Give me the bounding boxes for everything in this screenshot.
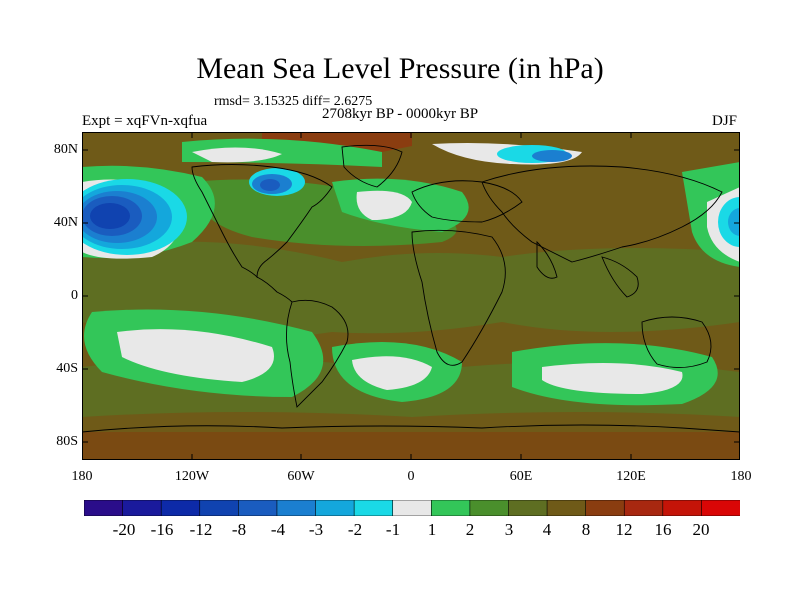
colorbar-swatch	[160, 500, 201, 516]
colorbar-swatch	[392, 500, 433, 516]
colorbar-swatch	[662, 500, 703, 516]
colorbar-label: -20	[112, 520, 136, 539]
colorbar-swatch	[276, 500, 317, 516]
lon-label-120e: 120E	[616, 469, 646, 484]
lat-label-eq: 0	[71, 288, 78, 303]
coast-europe	[411, 180, 523, 223]
colorbar-label: 8	[581, 520, 591, 539]
colorbar-label: 12	[615, 520, 633, 539]
lat-label-40s: 40S	[56, 361, 78, 376]
chart-title: Mean Sea Level Pressure (in hPa)	[196, 52, 604, 85]
colorbar-label: 20	[692, 520, 710, 539]
colorbar-swatch	[122, 500, 162, 516]
colorbar-swatch	[238, 500, 278, 516]
field-plus4-tropics	[82, 241, 740, 340]
coast-central-america	[256, 276, 293, 303]
lon-label-60w: 60W	[287, 469, 315, 484]
colorbar-label: 2	[465, 520, 475, 539]
colorbar-swatch	[701, 500, 740, 516]
coast-antarctica	[82, 424, 740, 433]
lon-label-120w: 120W	[174, 469, 210, 484]
field-near-zero-sind	[542, 363, 683, 394]
colorbar-label: 4	[542, 520, 552, 539]
field-near-zero-spac	[117, 329, 274, 382]
colorbar-swatch	[469, 500, 510, 516]
lon-label-60e: 60E	[509, 469, 533, 484]
lon-label-180w: 180	[71, 469, 93, 484]
colorbar-swatch	[585, 500, 626, 516]
coast-north-america	[191, 164, 333, 279]
low-hudson-m4	[260, 179, 280, 191]
pressure-anomaly-map	[82, 132, 740, 460]
coast-asia	[481, 165, 723, 263]
field-near-zero-arctic	[192, 147, 282, 163]
field-plus12-south	[82, 432, 740, 460]
colorbar-label: 3	[504, 520, 514, 539]
field-near-zero-satl	[352, 356, 432, 390]
colorbar-label: -16	[150, 520, 174, 539]
low-npac-m8	[90, 203, 130, 229]
low-siberia-m3	[532, 150, 572, 162]
field-plus4-atlantic	[192, 179, 457, 246]
coast-africa	[411, 229, 506, 366]
colorbar-swatch	[623, 500, 664, 516]
colorbar-label: -2	[347, 520, 363, 539]
experiment-label: Expt = xqFVn-xqfua	[82, 113, 208, 129]
season-label: DJF	[712, 113, 738, 129]
colorbar-swatch	[546, 500, 587, 516]
coast-india	[536, 240, 558, 279]
lon-label-0: 0	[407, 469, 415, 484]
period-text: 2708kyr BP - 0000kyr BP	[322, 106, 479, 122]
colorbar-label: -12	[189, 520, 213, 539]
lon-label-180e: 180	[730, 469, 752, 484]
colorbar-label: -3	[308, 520, 324, 539]
coast-se-asia	[601, 256, 639, 298]
coast-australia	[641, 316, 712, 368]
colorbar-label: -1	[385, 520, 401, 539]
colorbar-swatch	[84, 500, 124, 516]
colorbar-label: 16	[654, 520, 672, 539]
colorbar	[84, 500, 740, 516]
colorbar-swatch	[430, 500, 471, 516]
colorbar-swatch	[315, 500, 355, 516]
lat-label-40n: 40N	[53, 215, 78, 230]
coast-greenland	[341, 144, 403, 188]
coast-south-america	[286, 299, 349, 408]
colorbar-swatch	[199, 500, 240, 516]
colorbar-swatch	[508, 500, 548, 516]
low-npac-east-m3	[728, 208, 740, 236]
colorbar-label: -4	[270, 520, 286, 539]
colorbar-label: -8	[231, 520, 247, 539]
stats-text: rmsd= 3.15325 diff= 2.6275	[214, 94, 373, 109]
lat-label-80n: 80N	[53, 142, 78, 157]
colorbar-swatch	[353, 500, 394, 516]
colorbar-label: 1	[427, 520, 437, 539]
lat-label-80s: 80S	[56, 434, 78, 449]
field-near-zero-natl	[356, 190, 412, 220]
